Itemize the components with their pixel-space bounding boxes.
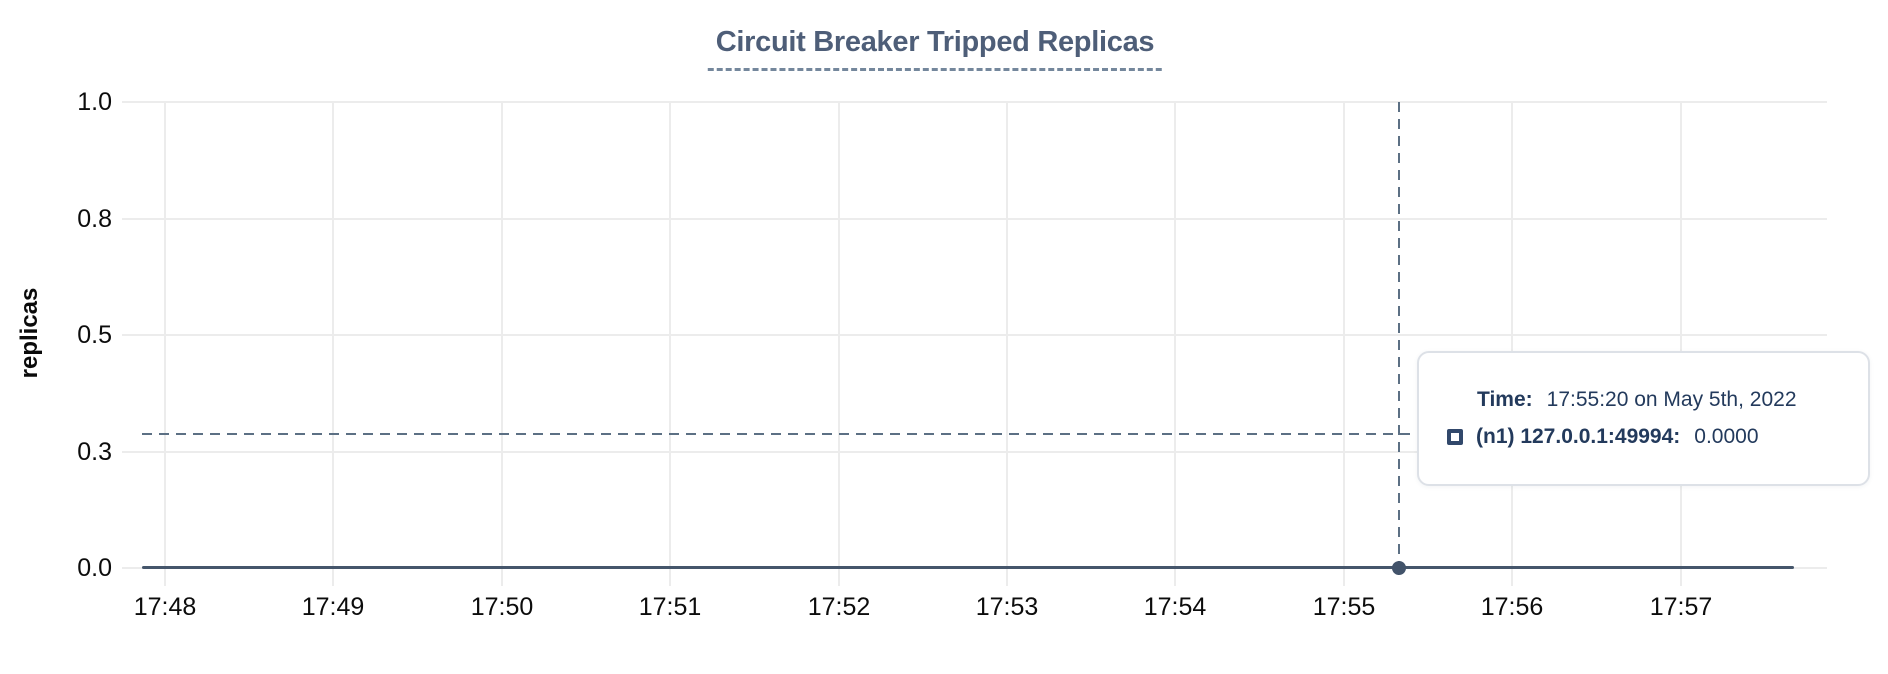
- y-tick-label: 0.8: [77, 205, 112, 233]
- gridline-vertical: [332, 102, 334, 586]
- y-tick-label: 0.5: [77, 321, 112, 349]
- x-tick-label: 17:51: [638, 593, 702, 621]
- x-tick-label: 17:52: [807, 593, 871, 621]
- gridline-vertical: [501, 102, 503, 586]
- hover-point-dot: [1392, 561, 1406, 575]
- crosshair-horizontal-line: [142, 433, 1827, 435]
- gridline-vertical: [669, 102, 671, 586]
- crosshair-vertical-line: [1398, 102, 1400, 568]
- gridline-vertical: [838, 102, 840, 586]
- tooltip: Time: 17:55:20 on May 5th, 2022 (n1) 127…: [1417, 351, 1870, 486]
- tooltip-series-label: (n1) 127.0.0.1:49994:: [1476, 425, 1681, 448]
- gridline-vertical: [1006, 102, 1008, 586]
- series-line: [142, 566, 1794, 569]
- x-tick-label: 17:48: [133, 593, 197, 621]
- chart-title: Circuit Breaker Tripped Replicas: [707, 26, 1163, 71]
- gridline-vertical: [164, 102, 166, 586]
- gridline-horizontal: [122, 218, 1827, 220]
- tooltip-series-value: 0.0000: [1694, 425, 1759, 448]
- x-tick-label: 17:54: [1143, 593, 1207, 621]
- x-tick-label: 17:57: [1649, 593, 1713, 621]
- gridline-vertical: [1343, 102, 1345, 586]
- gridline-horizontal: [122, 451, 1827, 453]
- square-outline-icon: [1447, 429, 1463, 445]
- gridline-vertical: [1511, 102, 1513, 586]
- tooltip-time-value: 17:55:20 on May 5th, 2022: [1546, 388, 1797, 411]
- gridline-vertical: [1174, 102, 1176, 586]
- y-tick-label: 0.3: [77, 438, 112, 466]
- gridline-vertical: [1680, 102, 1682, 586]
- x-tick-label: 17:49: [301, 593, 365, 621]
- tooltip-time-label: Time:: [1477, 388, 1533, 411]
- plot-area[interactable]: [142, 102, 1827, 568]
- gridline-horizontal: [122, 101, 1827, 103]
- y-tick-label: 1.0: [77, 88, 112, 116]
- y-tick-label: 0.0: [77, 554, 112, 582]
- x-tick-label: 17:50: [470, 593, 534, 621]
- gridline-horizontal: [122, 334, 1827, 336]
- x-tick-label: 17:55: [1312, 593, 1376, 621]
- x-tick-label: 17:53: [975, 593, 1039, 621]
- x-tick-label: 17:56: [1480, 593, 1544, 621]
